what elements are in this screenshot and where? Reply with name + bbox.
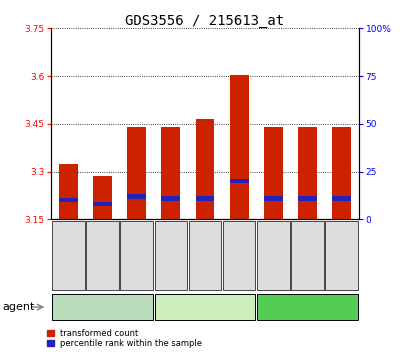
- Text: GSM399579: GSM399579: [302, 232, 311, 278]
- Bar: [127, 127, 146, 219]
- Text: GSM399580: GSM399580: [336, 232, 345, 278]
- Text: agent: agent: [2, 302, 34, 312]
- Text: GSM399575: GSM399575: [166, 232, 175, 278]
- Bar: [127, 194, 146, 199]
- Text: GSM399576: GSM399576: [200, 232, 209, 278]
- Bar: [59, 164, 78, 219]
- Text: angiotensin II: angiotensin II: [169, 302, 240, 312]
- Bar: [229, 74, 248, 219]
- Bar: [263, 127, 282, 219]
- Bar: [297, 127, 316, 219]
- Legend: transformed count, percentile rank within the sample: transformed count, percentile rank withi…: [45, 327, 203, 350]
- Bar: [195, 119, 214, 219]
- Text: GSM399577: GSM399577: [234, 232, 243, 278]
- Text: GSM399572: GSM399572: [64, 232, 73, 278]
- Bar: [93, 202, 112, 206]
- Bar: [229, 179, 248, 183]
- Bar: [161, 127, 180, 219]
- Text: GSM399574: GSM399574: [132, 232, 141, 278]
- Bar: [59, 198, 78, 202]
- Bar: [161, 196, 180, 201]
- Bar: [331, 127, 350, 219]
- Text: GSM399573: GSM399573: [98, 232, 107, 278]
- Bar: [263, 196, 282, 201]
- Text: torcetrapib: torcetrapib: [278, 302, 336, 312]
- Bar: [297, 196, 316, 201]
- Bar: [93, 176, 112, 219]
- Text: GDS3556 / 215613_at: GDS3556 / 215613_at: [125, 14, 284, 28]
- Text: GSM399578: GSM399578: [268, 232, 277, 278]
- Text: solvent control: solvent control: [63, 302, 141, 312]
- Bar: [331, 196, 350, 201]
- Bar: [195, 196, 214, 201]
